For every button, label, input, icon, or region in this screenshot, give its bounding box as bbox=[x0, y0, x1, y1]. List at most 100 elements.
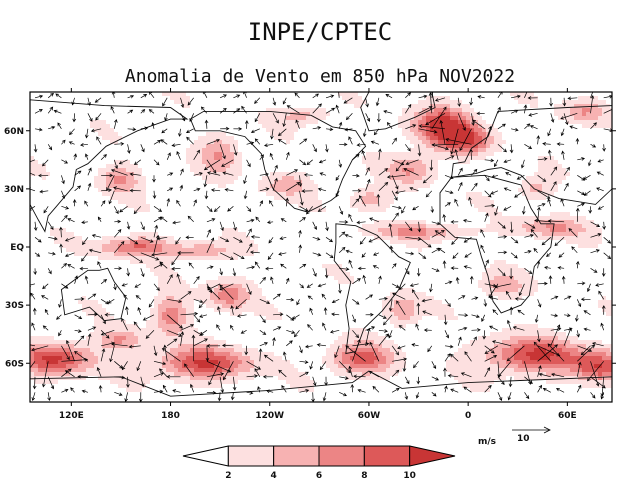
wind-arrow bbox=[140, 126, 149, 131]
wind-arrow bbox=[398, 325, 406, 331]
wind-arrow bbox=[415, 323, 419, 331]
wind-arrow bbox=[113, 159, 119, 170]
wind-arrow bbox=[47, 268, 52, 275]
wind-arrow bbox=[405, 144, 411, 152]
wind-arrow bbox=[405, 159, 419, 166]
wind-arrow bbox=[127, 127, 137, 132]
wind-arrow bbox=[484, 158, 495, 163]
wind-arrow bbox=[378, 296, 388, 301]
wind-arrow bbox=[312, 126, 322, 130]
wind-arrow bbox=[503, 187, 512, 192]
wind-arrow bbox=[164, 113, 168, 122]
wind-arrow bbox=[77, 374, 88, 379]
wind-arrow bbox=[583, 174, 591, 180]
wind-arrow bbox=[590, 233, 602, 238]
wind-arrow bbox=[167, 329, 183, 337]
wind-arrow bbox=[452, 252, 459, 259]
wind-arrow bbox=[187, 97, 194, 106]
wind-arrow bbox=[451, 237, 459, 245]
wind-arrow bbox=[445, 137, 472, 145]
wind-arrow bbox=[444, 202, 451, 207]
wind-arrow bbox=[317, 206, 327, 212]
wind-arrow bbox=[527, 96, 538, 100]
wind-arrow bbox=[296, 299, 300, 306]
wind-arrow bbox=[547, 198, 552, 207]
wind-arrow bbox=[303, 173, 313, 177]
wind-arrow bbox=[160, 139, 168, 145]
wind-arrow bbox=[30, 172, 36, 176]
wind-arrow bbox=[431, 361, 437, 370]
wind-arrow bbox=[206, 171, 221, 176]
colorbar-label: 4 bbox=[271, 471, 277, 481]
wind-arrow bbox=[100, 154, 107, 161]
wind-arrow bbox=[497, 106, 501, 114]
wind-arrow bbox=[258, 348, 263, 362]
wind-arrow bbox=[246, 206, 252, 212]
wind-arrow bbox=[524, 144, 533, 149]
wind-arrow bbox=[463, 265, 472, 269]
wind-arrow bbox=[292, 314, 300, 320]
wind-arrow bbox=[339, 142, 348, 147]
wind-arrow bbox=[404, 376, 410, 385]
wind-arrow bbox=[494, 206, 499, 216]
wind-arrow bbox=[362, 274, 366, 284]
wind-arrow bbox=[508, 376, 513, 388]
wind-arrow bbox=[319, 172, 327, 176]
wind-arrow bbox=[534, 218, 551, 223]
wind-arrow bbox=[61, 190, 66, 199]
wind-arrow bbox=[97, 216, 102, 222]
wind-arrow bbox=[348, 136, 353, 145]
wind-arrow bbox=[301, 189, 313, 193]
wind-arrow bbox=[47, 106, 54, 114]
wind-arrow bbox=[386, 174, 406, 179]
wind-arrow bbox=[597, 159, 604, 163]
wind-arrow bbox=[171, 252, 181, 266]
wind-arrow bbox=[428, 92, 433, 114]
wind-arrow bbox=[450, 353, 459, 362]
wind-arrow bbox=[524, 233, 534, 238]
wind-arrow bbox=[375, 97, 380, 107]
wind-arrow bbox=[189, 383, 195, 393]
wind-arrow bbox=[59, 243, 63, 253]
wind-arrow bbox=[524, 376, 533, 384]
wind-arrow bbox=[219, 268, 223, 276]
wind-arrow bbox=[233, 108, 241, 114]
wind-arrow bbox=[184, 363, 194, 378]
wind-arrow bbox=[95, 113, 102, 121]
wind-arrow bbox=[509, 306, 514, 315]
wind-arrow bbox=[125, 306, 129, 315]
wind-arrow bbox=[497, 250, 508, 255]
wind-arrow bbox=[90, 128, 102, 133]
wind-arrow bbox=[469, 275, 474, 284]
wind-arrow bbox=[388, 330, 393, 339]
wind-arrow bbox=[67, 218, 75, 223]
wind-arrow bbox=[538, 372, 551, 378]
wind-arrow bbox=[259, 200, 264, 207]
wind-arrow bbox=[177, 128, 182, 137]
wind-arrow bbox=[431, 143, 459, 147]
wind-arrow bbox=[272, 164, 278, 176]
wind-arrow bbox=[338, 92, 340, 98]
wind-arrow bbox=[269, 152, 274, 160]
wind-arrow bbox=[537, 299, 542, 308]
wind-arrow bbox=[235, 299, 247, 310]
wind-arrow bbox=[331, 312, 340, 317]
wind-arrow bbox=[418, 128, 438, 134]
wind-arrow bbox=[246, 243, 253, 253]
wind-arrow bbox=[204, 190, 209, 200]
wind-arrow bbox=[282, 113, 287, 128]
wind-arrow bbox=[91, 234, 102, 238]
wind-arrow bbox=[186, 136, 194, 145]
wind-arrow bbox=[558, 252, 565, 258]
wind-arrow bbox=[133, 159, 142, 166]
wind-arrow bbox=[555, 388, 565, 393]
wind-arrow bbox=[386, 122, 393, 130]
wind-arrow bbox=[458, 313, 469, 318]
wind-arrow bbox=[114, 391, 123, 396]
wind-arrow bbox=[299, 389, 310, 393]
wind-arrow bbox=[294, 92, 300, 99]
wind-arrow bbox=[458, 326, 468, 331]
wind-arrow bbox=[200, 106, 208, 114]
wind-arrow bbox=[176, 273, 181, 284]
wind-arrow bbox=[113, 118, 118, 129]
